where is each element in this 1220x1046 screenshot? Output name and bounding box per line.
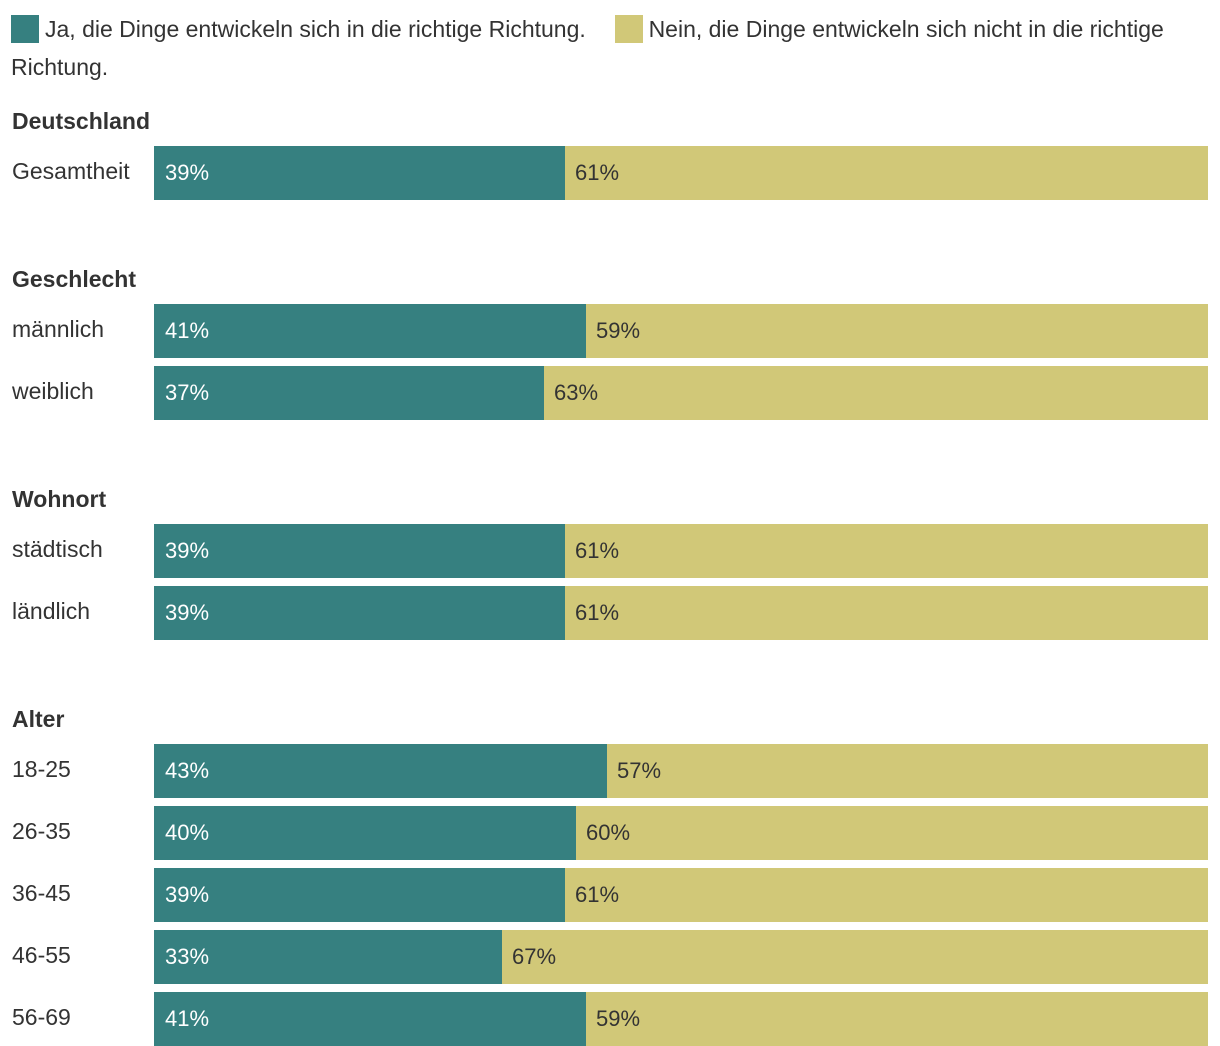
bar-yes-36-45[interactable] — [154, 868, 565, 922]
bar-no-36-45[interactable] — [565, 868, 1208, 922]
bar-no-value-46-55: 67% — [512, 944, 557, 969]
bar-yes-value-gesamtheit: 39% — [165, 160, 210, 185]
bar-row-36-45: 39% 61% — [154, 868, 1208, 922]
bar-no-staedtisch[interactable] — [565, 524, 1208, 578]
row-label-staedtisch: städtisch — [12, 536, 103, 562]
bar-no-56-69[interactable] — [586, 992, 1208, 1046]
legend-item-no[interactable]: Nein, die Dinge entwickeln sich nicht in… — [11, 15, 1164, 80]
bar-no-value-weiblich: 63% — [554, 380, 599, 405]
row-label-46-55: 46-55 — [12, 942, 71, 968]
bar-no-gesamtheit[interactable] — [565, 146, 1208, 200]
bar-yes-maennlich[interactable] — [154, 304, 586, 358]
row-label-gesamtheit: Gesamtheit — [12, 158, 130, 184]
bar-yes-gesamtheit[interactable] — [154, 146, 565, 200]
bar-no-weiblich[interactable] — [544, 366, 1208, 420]
legend-label-no: Nein, die Dinge entwickeln sich nicht in… — [11, 16, 1164, 80]
bar-row-46-55: 33% 67% — [154, 930, 1208, 984]
bar-no-value-36-45: 61% — [575, 882, 620, 907]
bar-yes-56-69[interactable] — [154, 992, 586, 1046]
row-label-56-69: 56-69 — [12, 1004, 71, 1030]
bar-yes-value-56-69: 41% — [165, 1006, 210, 1031]
legend-swatch-yes — [11, 15, 39, 43]
bar-no-18-25[interactable] — [607, 744, 1208, 798]
bar-yes-46-55[interactable] — [154, 930, 502, 984]
bar-yes-laendlich[interactable] — [154, 586, 565, 640]
bar-no-maennlich[interactable] — [586, 304, 1208, 358]
bar-yes-26-35[interactable] — [154, 806, 576, 860]
bar-yes-value-46-55: 33% — [165, 944, 210, 969]
group-title-alter: Alter — [12, 706, 65, 732]
group-title-wohnort: Wohnort — [12, 486, 107, 512]
bar-no-value-26-35: 60% — [586, 820, 631, 845]
bar-row-weiblich: 37% 63% — [154, 366, 1208, 420]
bar-row-18-25: 43% 57% — [154, 744, 1208, 798]
bar-yes-value-18-25: 43% — [165, 758, 210, 783]
bar-row-56-69: 41% 59% — [154, 992, 1208, 1046]
bar-no-value-56-69: 59% — [596, 1006, 641, 1031]
legend-item-yes[interactable]: Ja, die Dinge entwickeln sich in die ric… — [11, 15, 592, 43]
bar-yes-weiblich[interactable] — [154, 366, 544, 420]
bar-no-value-gesamtheit: 61% — [575, 160, 620, 185]
bar-row-staedtisch: 39% 61% — [154, 524, 1208, 578]
bar-no-value-18-25: 57% — [617, 758, 662, 783]
bar-no-46-55[interactable] — [502, 930, 1208, 984]
bar-row-laendlich: 39% 61% — [154, 586, 1208, 640]
bar-yes-value-26-35: 40% — [165, 820, 210, 845]
bar-yes-value-36-45: 39% — [165, 882, 210, 907]
row-label-18-25: 18-25 — [12, 756, 71, 782]
bar-yes-value-laendlich: 39% — [165, 600, 210, 625]
legend-swatch-no — [614, 15, 643, 43]
row-label-laendlich: ländlich — [12, 598, 90, 624]
bar-row-gesamtheit: 39% 61% — [154, 146, 1208, 200]
row-label-26-35: 26-35 — [12, 818, 71, 844]
row-label-maennlich: männlich — [12, 316, 105, 342]
bar-no-laendlich[interactable] — [565, 586, 1208, 640]
bar-no-value-staedtisch: 61% — [575, 538, 620, 563]
bar-row-26-35: 40% 60% — [154, 806, 1208, 860]
bar-yes-value-weiblich: 37% — [165, 380, 210, 405]
group-title-geschlecht: Geschlecht — [12, 266, 136, 292]
bar-no-value-laendlich: 61% — [575, 600, 620, 625]
legend-label-yes: Ja, die Dinge entwickeln sich in die ric… — [45, 16, 586, 42]
bar-yes-value-staedtisch: 39% — [165, 538, 210, 563]
bar-yes-value-maennlich: 41% — [165, 318, 210, 343]
bar-yes-staedtisch[interactable] — [154, 524, 565, 578]
row-label-36-45: 36-45 — [12, 880, 71, 906]
group-title-deutschland: Deutschland — [12, 108, 151, 134]
row-label-weiblich: weiblich — [12, 378, 94, 404]
bar-row-maennlich: 41% 59% — [154, 304, 1208, 358]
bar-no-26-35[interactable] — [576, 806, 1208, 860]
bar-no-value-maennlich: 59% — [596, 318, 641, 343]
chart-legend: Ja, die Dinge entwickeln sich in die ric… — [11, 10, 1211, 86]
bar-yes-18-25[interactable] — [154, 744, 607, 798]
